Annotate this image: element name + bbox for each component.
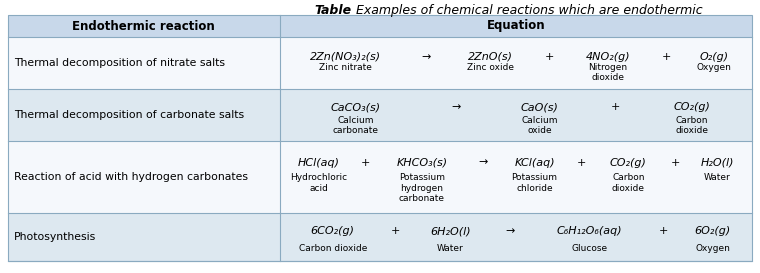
- Text: →: →: [478, 158, 488, 168]
- Bar: [8, 141, 752, 213]
- Text: Hydrochloric
acid: Hydrochloric acid: [290, 173, 347, 193]
- Text: →: →: [422, 52, 431, 62]
- Text: +: +: [611, 102, 621, 112]
- Text: KHCO₃(s): KHCO₃(s): [397, 158, 448, 168]
- Text: Reaction of acid with hydrogen carbonates: Reaction of acid with hydrogen carbonate…: [14, 172, 248, 182]
- Text: 6H₂O(l): 6H₂O(l): [430, 226, 470, 236]
- Text: Carbon
dioxide: Carbon dioxide: [612, 173, 645, 193]
- Text: 2Zn(NO₃)₂(s): 2Zn(NO₃)₂(s): [309, 52, 381, 62]
- Text: Potassium
hydrogen
carbonate: Potassium hydrogen carbonate: [399, 173, 445, 203]
- Text: CaCO₃(s): CaCO₃(s): [331, 102, 381, 112]
- Text: Oxygen: Oxygen: [697, 63, 732, 72]
- Text: Equation: Equation: [486, 19, 545, 32]
- Text: +: +: [662, 52, 672, 62]
- Text: Zinc oxide: Zinc oxide: [467, 63, 514, 72]
- Text: +: +: [361, 158, 370, 168]
- Bar: [8, 37, 752, 89]
- Text: H₂O(l): H₂O(l): [701, 158, 734, 168]
- Text: Examples of chemical reactions which are endothermic: Examples of chemical reactions which are…: [356, 4, 703, 17]
- Text: O₂(g): O₂(g): [700, 52, 729, 62]
- Text: Water: Water: [704, 173, 731, 182]
- Text: +: +: [577, 158, 586, 168]
- Text: Thermal decomposition of carbonate salts: Thermal decomposition of carbonate salts: [14, 110, 244, 120]
- Text: →: →: [505, 226, 515, 236]
- Text: Potassium
chloride: Potassium chloride: [511, 173, 558, 193]
- Text: CaO(s): CaO(s): [521, 102, 559, 112]
- Text: CO₂(g): CO₂(g): [673, 102, 711, 112]
- Text: 6CO₂(g): 6CO₂(g): [311, 226, 355, 236]
- Text: Calcium
carbonate: Calcium carbonate: [333, 116, 378, 135]
- Text: 6O₂(g): 6O₂(g): [695, 226, 730, 236]
- Bar: [8, 213, 752, 261]
- Text: Photosynthesis: Photosynthesis: [14, 232, 97, 242]
- Text: +: +: [659, 226, 668, 236]
- Text: CO₂(g): CO₂(g): [610, 158, 647, 168]
- Text: Water: Water: [437, 244, 464, 253]
- Text: Table: Table: [315, 4, 352, 17]
- Text: Zinc nitrate: Zinc nitrate: [318, 63, 372, 72]
- Bar: [8, 89, 752, 141]
- Text: Calcium
oxide: Calcium oxide: [521, 116, 558, 135]
- Text: +: +: [670, 158, 680, 168]
- Text: +: +: [545, 52, 554, 62]
- Text: Thermal decomposition of nitrate salts: Thermal decomposition of nitrate salts: [14, 58, 225, 68]
- Text: 4NO₂(g): 4NO₂(g): [586, 52, 631, 62]
- Text: KCl(aq): KCl(aq): [515, 158, 555, 168]
- Text: HCl(aq): HCl(aq): [298, 158, 340, 168]
- Text: Carbon
dioxide: Carbon dioxide: [676, 116, 708, 135]
- Text: 2ZnO(s): 2ZnO(s): [468, 52, 513, 62]
- Bar: [8, 15, 752, 37]
- Text: Glucose: Glucose: [572, 244, 607, 253]
- Text: Oxygen: Oxygen: [695, 244, 730, 253]
- Text: Endothermic reaction: Endothermic reaction: [72, 19, 215, 32]
- Text: +: +: [391, 226, 401, 236]
- Text: Nitrogen
dioxide: Nitrogen dioxide: [588, 63, 628, 82]
- Text: C₆H₁₂O₆(aq): C₆H₁₂O₆(aq): [557, 226, 622, 236]
- Text: Carbon dioxide: Carbon dioxide: [299, 244, 367, 253]
- Text: →: →: [451, 102, 461, 112]
